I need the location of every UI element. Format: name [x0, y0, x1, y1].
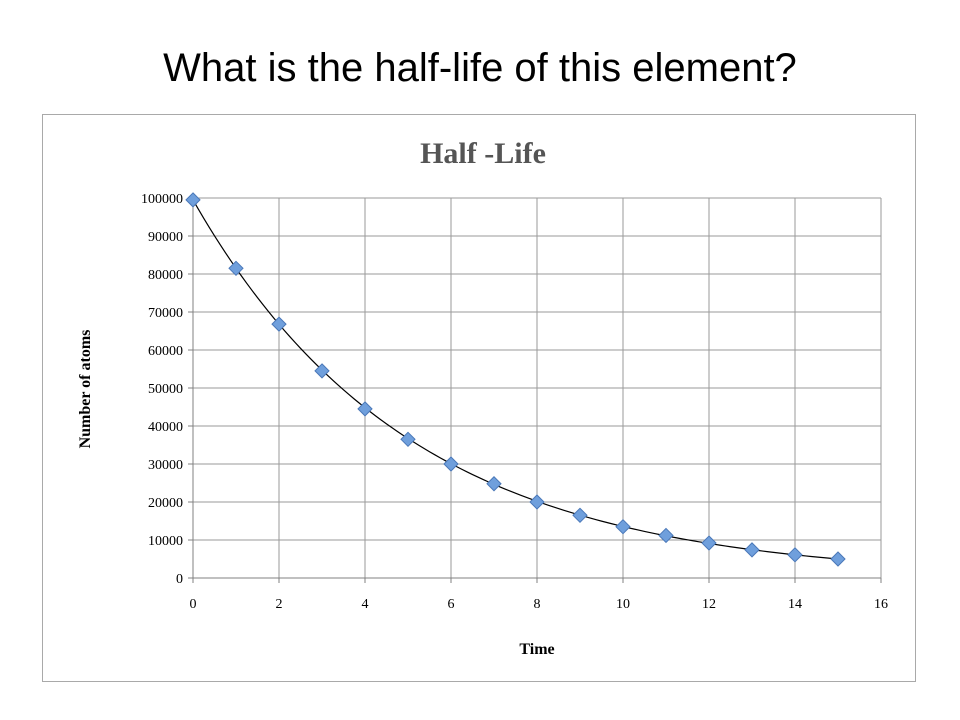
data-point — [228, 260, 244, 277]
y-tick-label: 100000 — [141, 192, 183, 207]
chart-frame: Half -Life 0 10000 20000 30000 40000 50000 600… — [42, 114, 916, 682]
y-tick-label: 30000 — [148, 458, 183, 473]
x-tick-label: 2 — [276, 597, 283, 612]
slide-title: What is the half-life of this element? — [163, 46, 797, 90]
y-tick-label: 50000 — [148, 382, 183, 397]
data-point — [271, 316, 287, 332]
data-point — [185, 192, 201, 208]
data-point — [701, 535, 717, 551]
y-tick-label: 80000 — [148, 268, 183, 283]
trend-line — [192, 199, 839, 560]
data-point — [357, 401, 373, 417]
y-tick-labels: 0 10000 20000 30000 40000 50000 60000 70000 8000… — [141, 192, 183, 587]
y-tick-label: 20000 — [148, 496, 183, 511]
data-point — [615, 518, 631, 535]
data-points — [185, 192, 846, 567]
x-tick-labels: 0 2 4 6 8 10 12 14 16 — [190, 597, 889, 612]
y-tick-label: 60000 — [148, 344, 183, 359]
y-tick-label: 70000 — [148, 306, 183, 321]
data-point — [443, 456, 459, 472]
y-tick-label: 0 — [176, 572, 183, 587]
data-point — [658, 527, 674, 544]
data-point — [529, 494, 545, 510]
data-point — [744, 542, 760, 558]
x-tick-label: 6 — [448, 597, 455, 612]
data-point — [400, 431, 416, 448]
data-point — [486, 476, 502, 492]
x-tick-label: 12 — [702, 597, 716, 612]
x-tick-label: 8 — [534, 597, 541, 612]
chart-title: Half -Life — [420, 137, 546, 170]
y-tick-label: 90000 — [148, 230, 183, 245]
x-tick-label: 14 — [788, 597, 802, 612]
data-point — [314, 363, 330, 379]
axes — [188, 197, 882, 583]
x-tick-label: 0 — [190, 597, 197, 612]
y-tick-label: 10000 — [148, 534, 183, 549]
y-axis-label: Number of atoms — [77, 330, 94, 449]
data-point — [572, 507, 588, 524]
data-point — [830, 551, 846, 567]
x-tick-label: 16 — [874, 597, 888, 612]
y-tick-label: 40000 — [148, 420, 183, 435]
half-life-chart: Half -Life 01000020000300004000050000600… — [77, 137, 889, 658]
grid-lines — [192, 197, 882, 579]
x-axis-label: Time — [519, 641, 554, 658]
x-tick-label: 10 — [616, 597, 630, 612]
data-point — [787, 547, 803, 563]
x-tick-label: 4 — [362, 597, 369, 612]
